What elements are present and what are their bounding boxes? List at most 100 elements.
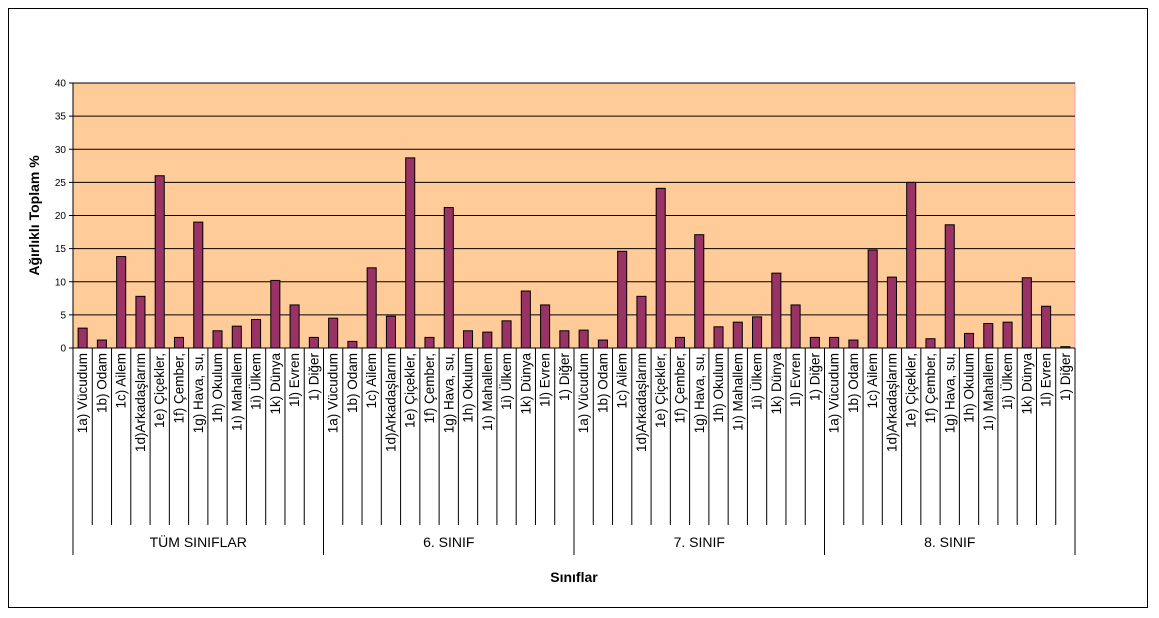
category-label: 1h) Okulum (210, 353, 225, 423)
bar (540, 304, 551, 349)
category-label: 1f) Çember, (422, 353, 437, 424)
bar (597, 339, 608, 349)
category-label: 1e) Çiçekler, (653, 353, 668, 428)
category-label: 1f) Çember, (672, 353, 687, 424)
category-label: 1g) Hava, su, (191, 353, 206, 433)
category-label: 1g) Hava, su, (692, 353, 707, 433)
y-tick-label: 35 (55, 112, 67, 123)
category-label: 1) Diğer (557, 352, 572, 401)
bar (308, 336, 319, 349)
category-label: 1ı) Mahallem (981, 353, 996, 431)
group-label: 6. SINIF (423, 534, 474, 550)
bar (443, 207, 454, 349)
y-tick-label: 20 (55, 211, 67, 222)
bar (251, 319, 262, 349)
category-label: 1k) Dünya (518, 353, 533, 415)
bar (771, 272, 782, 349)
category-label: 1b) Odam (846, 353, 861, 413)
category-label: 1k) Dünya (769, 353, 784, 415)
bar (674, 336, 686, 349)
category-label: 1c) Ailem (865, 353, 880, 409)
category-label: 1a) Vücudum (576, 353, 591, 433)
category-label: 1h) Okulum (461, 353, 476, 423)
bar (77, 327, 88, 349)
bar (694, 234, 705, 349)
bar (636, 295, 647, 349)
bar (1021, 277, 1032, 349)
bar (116, 256, 127, 349)
category-label: 1) Diğer (306, 352, 321, 401)
category-label: 1g) Hava, su, (441, 353, 456, 433)
bar (867, 249, 878, 349)
bar (135, 295, 146, 349)
group-label: 8. SINIF (924, 534, 975, 550)
category-label: 1a) Vücudum (827, 353, 842, 433)
category-label: 1d)Arkadaşlarım (634, 353, 649, 452)
y-tick-label: 25 (55, 178, 67, 189)
category-label: 1ı) Mahallem (480, 353, 495, 431)
category-label: 1f) Çember, (923, 353, 938, 424)
category-label: 1i) Ülkem (249, 353, 264, 410)
category-label: 1h) Okulum (711, 353, 726, 423)
category-label: 1c) Ailem (114, 353, 129, 409)
category-label: 1ı) Mahallem (730, 353, 745, 431)
bar (983, 322, 994, 349)
category-label: 1d)Arkadaşlarım (133, 353, 148, 452)
category-label: 1k) Dünya (1019, 353, 1034, 415)
bar (925, 338, 936, 349)
bar (405, 157, 416, 349)
group-label: TÜM SINIFLAR (150, 533, 247, 550)
category-label: 1l) Evren (788, 353, 803, 407)
y-tick-label: 40 (55, 79, 67, 90)
bar (366, 267, 377, 349)
category-label: 1g) Hava, su, (942, 353, 957, 433)
category-label: 1l) Evren (287, 353, 302, 407)
category-label: 1h) Okulum (962, 353, 977, 423)
category-label: 1e) Çiçekler, (152, 353, 167, 428)
bar (347, 340, 358, 349)
category-label: 1) Diğer (1058, 352, 1073, 401)
category-label: 1l) Evren (1039, 353, 1054, 407)
bar (193, 221, 204, 349)
bar (231, 325, 242, 349)
bar (96, 339, 107, 349)
y-tick-label: 5 (60, 310, 66, 321)
bar (578, 329, 589, 349)
bar (501, 320, 512, 349)
bar (520, 290, 531, 349)
category-label: 1a) Vücudum (75, 353, 90, 433)
category-label: 1c) Ailem (364, 353, 379, 409)
bar (1041, 305, 1052, 349)
category-label: 1ı) Mahallem (229, 353, 244, 431)
x-axis-title: Sınıflar (550, 569, 598, 585)
bar (482, 331, 493, 349)
category-label: 1a) Vücudum (326, 353, 341, 433)
bar (617, 250, 628, 349)
category-label: 1i) Ülkem (750, 353, 765, 410)
category-label: 1f) Çember, (171, 353, 186, 424)
bar (848, 339, 859, 349)
category-label: 1l) Evren (538, 353, 553, 407)
bar (790, 304, 801, 349)
y-tick-label: 10 (55, 277, 67, 288)
bar (328, 317, 339, 349)
category-label: 1i) Ülkem (1000, 353, 1015, 410)
bar (906, 181, 917, 349)
category-label: 1e) Çiçekler, (904, 353, 919, 428)
bar (173, 336, 185, 349)
bar (713, 326, 724, 349)
category-label: 1) Diğer (807, 352, 822, 401)
category-label: 1b) Odam (595, 353, 610, 413)
category-label: 1d)Arkadaşlarım (383, 353, 398, 452)
bar (963, 332, 975, 349)
category-label: 1e) Çiçekler, (403, 353, 418, 428)
bar (809, 336, 820, 349)
y-tick-label: 15 (55, 244, 67, 255)
category-label: 1b) Odam (94, 353, 109, 413)
bar (886, 276, 897, 349)
bar (212, 330, 223, 349)
category-label: 1d)Arkadaşlarım (884, 353, 899, 452)
bar (462, 330, 474, 349)
category-label: 1c) Ailem (615, 353, 630, 409)
category-label: 1b) Odam (345, 353, 360, 413)
